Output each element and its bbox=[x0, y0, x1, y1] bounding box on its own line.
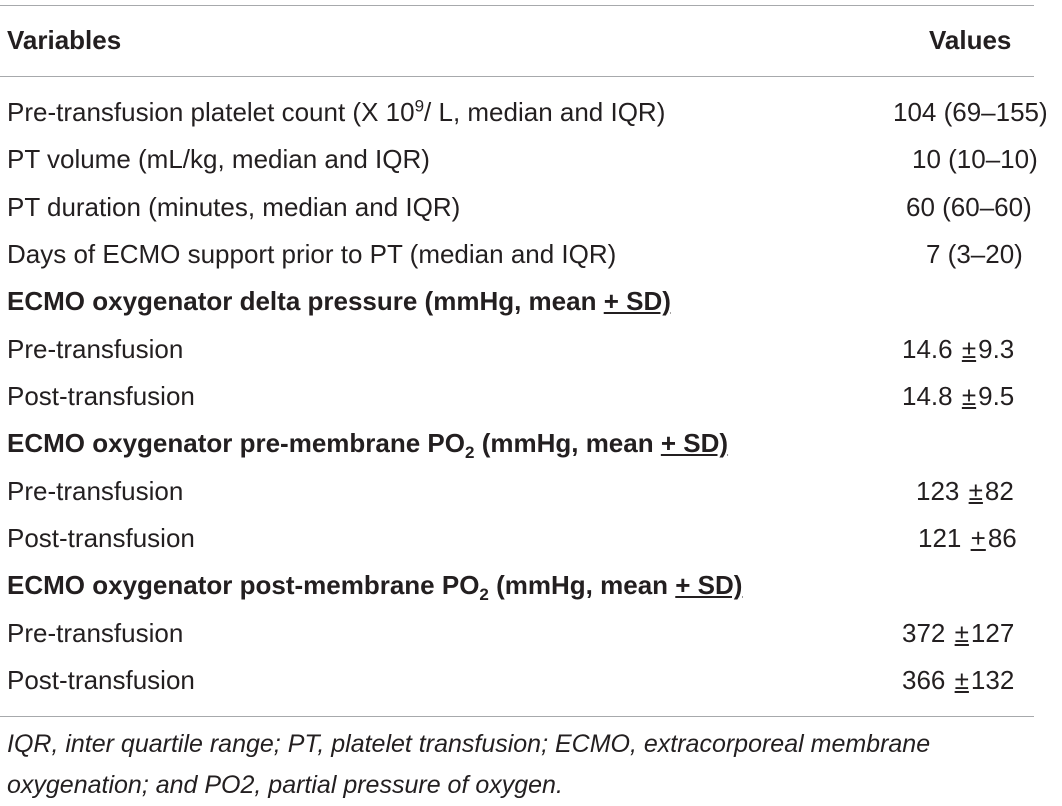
table-row: Post-transfusion 14.8 ±9.5 bbox=[0, 376, 1062, 416]
table-row: Pre-transfusion platelet count (X 109/ L… bbox=[0, 92, 1062, 132]
row-label: Pre-transfusion bbox=[7, 476, 184, 506]
section-header-delta-pressure: ECMO oxygenator delta pressure (mmHg, me… bbox=[0, 281, 1062, 321]
row-label: PT volume (mL/kg, median and IQR) bbox=[7, 144, 430, 174]
row-value: 60 (60–60) bbox=[906, 192, 1032, 222]
row-label: Post-transfusion bbox=[7, 665, 195, 695]
table-row: Days of ECMO support prior to PT (median… bbox=[0, 234, 1062, 274]
header-variables: Variables bbox=[7, 25, 122, 55]
table-footnote: IQR, inter quartile range; PT, platelet … bbox=[7, 730, 931, 799]
section-label: ECMO oxygenator pre-membrane PO2 (mmHg, … bbox=[7, 428, 729, 463]
section-header-pre-membrane: ECMO oxygenator pre-membrane PO2 (mmHg, … bbox=[0, 423, 1062, 463]
header-rule bbox=[0, 76, 1034, 77]
section-header-post-membrane: ECMO oxygenator post-membrane PO2 (mmHg,… bbox=[0, 565, 1062, 605]
row-value: 121 +86 bbox=[918, 523, 1017, 553]
table-row: Pre-transfusion 14.6 ±9.3 bbox=[0, 329, 1062, 369]
row-label: Days of ECMO support prior to PT (median… bbox=[7, 239, 617, 269]
table-row: Pre-transfusion 123 ±82 bbox=[0, 471, 1062, 511]
row-label: Pre-transfusion bbox=[7, 334, 184, 364]
table-row: Pre-transfusion 372 ±127 bbox=[0, 613, 1062, 653]
row-value: 123 ±82 bbox=[916, 476, 1014, 506]
row-value: 366 ±132 bbox=[902, 665, 1015, 695]
row-value: 10 (10–10) bbox=[912, 144, 1038, 174]
table-row: Post-transfusion 121 +86 bbox=[0, 518, 1062, 558]
section-label: ECMO oxygenator delta pressure (mmHg, me… bbox=[7, 286, 671, 316]
row-value: 104 (69–155) bbox=[893, 97, 1048, 127]
table-row: PT volume (mL/kg, median and IQR) 10 (10… bbox=[0, 139, 1062, 179]
row-label: Pre-transfusion platelet count (X 109/ L… bbox=[7, 96, 666, 127]
table-row: PT duration (minutes, median and IQR) 60… bbox=[0, 187, 1062, 227]
row-label: Post-transfusion bbox=[7, 523, 195, 553]
row-value: 372 ±127 bbox=[902, 618, 1015, 648]
header-values: Values bbox=[929, 25, 1012, 55]
bottom-rule bbox=[0, 716, 1034, 717]
section-label: ECMO oxygenator post-membrane PO2 (mmHg,… bbox=[7, 570, 743, 605]
row-value: 14.6 ±9.3 bbox=[902, 334, 1015, 364]
row-value: 7 (3–20) bbox=[926, 239, 1023, 269]
row-label: Post-transfusion bbox=[7, 381, 195, 411]
top-rule bbox=[0, 5, 1034, 6]
row-label: PT duration (minutes, median and IQR) bbox=[7, 192, 461, 222]
row-label: Pre-transfusion bbox=[7, 618, 184, 648]
row-value: 14.8 ±9.5 bbox=[902, 381, 1015, 411]
table-row: Post-transfusion 366 ±132 bbox=[0, 660, 1062, 700]
